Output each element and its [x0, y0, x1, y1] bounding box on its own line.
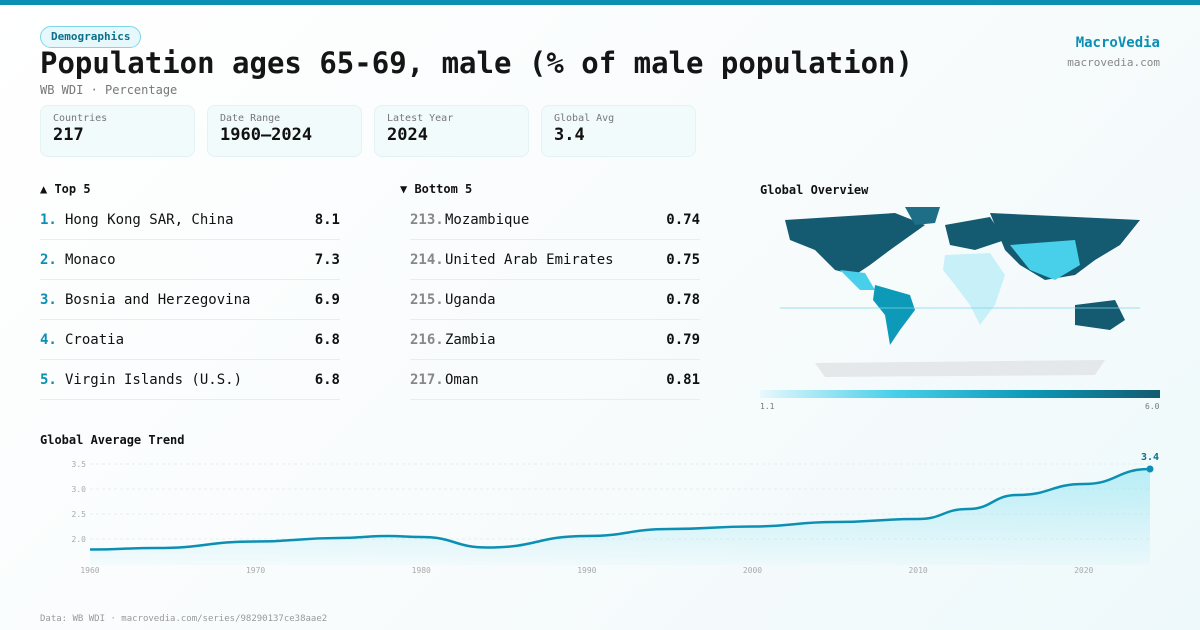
map-south-asia [1010, 240, 1080, 280]
subtitle: WB WDI · Percentage [40, 83, 178, 97]
value: 6.8 [314, 331, 340, 348]
top5-heading: ▲ Top 5 [40, 182, 91, 196]
country-name: Virgin Islands (U.S.) [65, 371, 243, 388]
rank: 214. [410, 251, 444, 268]
legend-max: 6.0 [1145, 402, 1160, 411]
x-tick-label: 1970 [246, 566, 265, 575]
footer-source: Data: WB WDI · macrovedia.com/series/982… [40, 614, 328, 624]
bottom5-heading: ▼ Bottom 5 [400, 182, 473, 196]
map-north-america [785, 213, 925, 275]
map-heading: Global Overview [760, 183, 869, 197]
stat-value: 2024 [387, 125, 428, 145]
rank: 3. [40, 291, 57, 308]
trend-chart: 2.0 2.5 3.0 3.5 1960 1970 1980 1990 2000 2010 2020… [72, 452, 1159, 575]
value: 0.74 [666, 211, 700, 228]
value: 0.81 [666, 371, 700, 388]
bottom5-row[interactable]: 213. Mozambique 0.74 [410, 200, 700, 240]
trend-area [90, 469, 1150, 565]
stat-value: 3.4 [554, 125, 585, 145]
bottom5-row[interactable]: 214. United Arab Emirates 0.75 [410, 240, 700, 280]
rank: 216. [410, 331, 444, 348]
bottom5-row[interactable]: 217. Oman 0.81 [410, 360, 700, 400]
chart-title: Global Average Trend [40, 433, 185, 447]
stat-label: Date Range [220, 113, 281, 124]
map-antarctica [815, 360, 1105, 377]
country-name: Bosnia and Herzegovina [65, 291, 251, 308]
legend-min: 1.1 [760, 402, 775, 411]
rank: 1. [40, 211, 57, 228]
top-accent-bar [0, 0, 1200, 5]
rank: 213. [410, 211, 444, 228]
stat-global-avg: Global Avg 3.4 [541, 105, 696, 157]
stat-label: Latest Year [387, 113, 454, 124]
stat-label: Countries [53, 113, 108, 124]
stat-value: 1960–2024 [220, 125, 313, 145]
data-point [1146, 465, 1154, 473]
bottom5-row[interactable]: 216. Zambia 0.79 [410, 320, 700, 360]
country-name: Croatia [65, 331, 125, 348]
stat-date-range: Date Range 1960–2024 [207, 105, 362, 157]
rank: 217. [410, 371, 444, 388]
map-europe [945, 217, 1005, 250]
country-name: Oman [445, 371, 479, 388]
stat-label: Global Avg [554, 113, 615, 124]
top5-row[interactable]: 3. Bosnia and Herzegovina 6.9 [40, 280, 340, 320]
y-tick-label: 3.5 [72, 460, 87, 469]
value: 0.78 [666, 291, 700, 308]
top5-row[interactable]: 1. Hong Kong SAR, China 8.1 [40, 200, 340, 240]
y-tick-label: 2.5 [72, 510, 87, 519]
page-title: Population ages 65-69, male (% of male p… [40, 46, 913, 80]
x-tick-label: 1960 [80, 566, 99, 575]
value: 8.1 [314, 211, 340, 228]
value: 6.9 [314, 291, 340, 308]
map-color-legend [760, 390, 1160, 398]
map-greenland [905, 207, 940, 225]
country-name: Mozambique [445, 211, 530, 228]
x-tick-label: 2000 [743, 566, 762, 575]
rank: 215. [410, 291, 444, 308]
trend-line [89, 467, 1151, 551]
top5-row[interactable]: 4. Croatia 6.8 [40, 320, 340, 360]
value: 7.3 [314, 251, 340, 268]
x-tick-label: 2020 [1074, 566, 1093, 575]
top5-row[interactable]: 2. Monaco 7.3 [40, 240, 340, 280]
map-south-america [873, 285, 915, 345]
brand-logo[interactable]: MacroVedia [1075, 35, 1160, 51]
map-africa [943, 253, 1005, 325]
top5-row[interactable]: 5. Virgin Islands (U.S.) 6.8 [40, 360, 340, 400]
rank: 5. [40, 371, 57, 388]
country-name: Monaco [65, 251, 116, 268]
x-tick-label: 2010 [908, 566, 927, 575]
country-name: Hong Kong SAR, China [65, 211, 234, 228]
x-tick-label: 1990 [577, 566, 596, 575]
value: 0.75 [666, 251, 700, 268]
value: 6.8 [314, 371, 340, 388]
rank: 4. [40, 331, 57, 348]
map-australia [1075, 300, 1125, 330]
country-name: Zambia [445, 331, 496, 348]
country-name: United Arab Emirates [445, 251, 614, 268]
stat-countries: Countries 217 [40, 105, 195, 157]
country-name: Uganda [445, 291, 496, 308]
stat-latest-year: Latest Year 2024 [374, 105, 529, 157]
rank: 2. [40, 251, 57, 268]
value: 0.79 [666, 331, 700, 348]
map-central-america [840, 270, 875, 290]
category-badge[interactable]: Demographics [40, 26, 142, 48]
x-tick-label: 1980 [412, 566, 431, 575]
y-tick-label: 2.0 [72, 535, 87, 544]
brand-url[interactable]: macrovedia.com [1067, 56, 1160, 69]
y-tick-label: 3.0 [72, 485, 87, 494]
world-map [780, 207, 1140, 377]
bottom5-row[interactable]: 215. Uganda 0.78 [410, 280, 700, 320]
last-value-label: 3.4 [1141, 452, 1159, 463]
stat-value: 217 [53, 125, 84, 145]
